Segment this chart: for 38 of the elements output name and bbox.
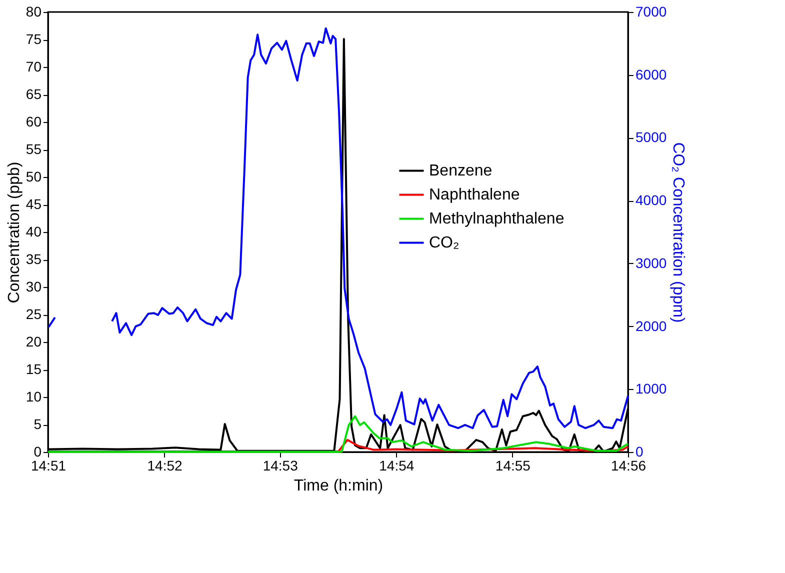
- x-tick-label: 14:53: [262, 458, 298, 474]
- y-tick-label: 70: [26, 58, 42, 74]
- y-tick-label: 20: [26, 334, 42, 350]
- y2-tick-label: 2000: [636, 318, 667, 334]
- y2-tick-label: 1000: [636, 380, 667, 397]
- y-tick-label: 60: [26, 114, 42, 130]
- y-tick-label: 80: [26, 4, 42, 20]
- y2-tick-label: 3000: [636, 254, 667, 271]
- y2-tick-label: 0: [636, 444, 644, 460]
- y2-tick-label: 6000: [636, 66, 667, 82]
- y-tick-label: 0: [34, 444, 42, 460]
- x-tick-label: 14:51: [30, 458, 66, 474]
- y2-tick-label: 4000: [636, 192, 667, 208]
- legend-label: Methylnaphthalene: [429, 210, 564, 228]
- y-tick-label: 75: [26, 31, 42, 47]
- x-tick-label: 14:56: [610, 458, 646, 474]
- y-tick-label: 25: [26, 306, 42, 322]
- y-tick-label: 50: [26, 168, 42, 184]
- x-tick-label: 14:55: [495, 458, 531, 474]
- legend-label: CO₂: [429, 234, 460, 252]
- y-tick-label: 55: [26, 141, 42, 157]
- x-tick-label: 14:52: [147, 458, 183, 474]
- x-axis-title: Time (h:min): [294, 478, 384, 494]
- y2-tick-label: 7000: [636, 4, 667, 20]
- y-tick-label: 10: [26, 388, 42, 404]
- legend-label: Benzene: [429, 162, 492, 180]
- y2-axis-title: CO₂ Concentration (ppm): [670, 142, 687, 323]
- legend-label: Naphthalene: [429, 186, 520, 204]
- y-tick-label: 30: [26, 278, 42, 294]
- y-tick-label: 40: [26, 224, 42, 240]
- y-tick-label: 15: [26, 361, 42, 377]
- y-tick-label: 35: [26, 251, 42, 267]
- y-tick-label: 45: [26, 196, 42, 212]
- y-tick-label: 65: [26, 86, 42, 102]
- y2-tick-label: 5000: [636, 129, 667, 146]
- y-axis-title: Concentration (ppb): [6, 162, 23, 304]
- y-tick-label: 5: [34, 416, 42, 432]
- x-tick-label: 14:54: [379, 458, 414, 474]
